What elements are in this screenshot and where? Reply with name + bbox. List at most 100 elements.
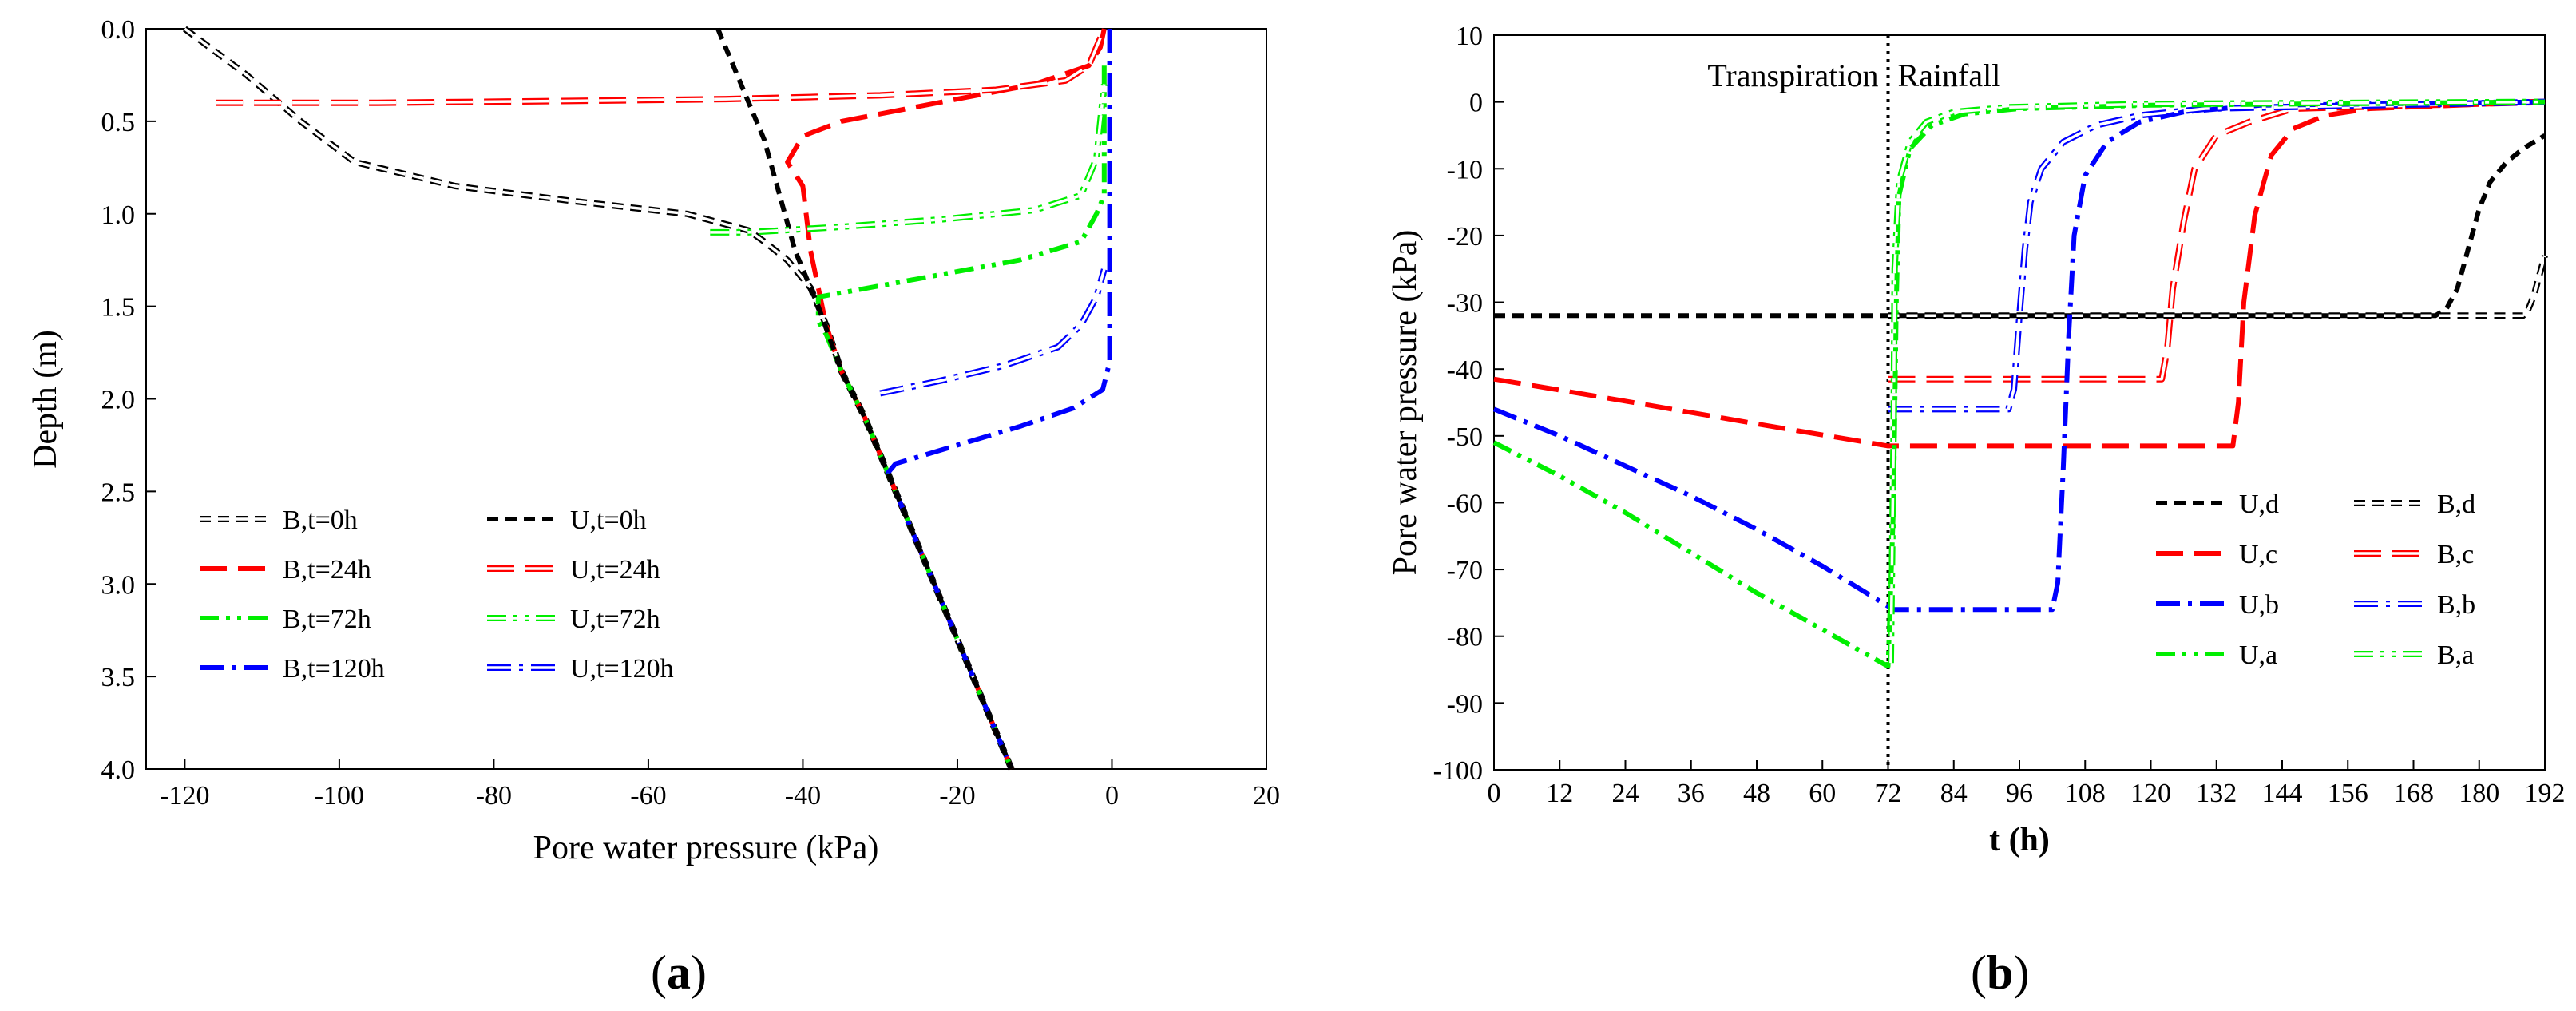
chart-b-series-4 [1492,99,2546,613]
chart-b-series-3 [1888,98,2546,383]
chart-b-series-line-core [1888,100,2546,381]
chart-a-legend-item: B,t=120h [200,654,385,684]
chart-a-series-6 [710,84,1108,236]
chart-b-panel-letter: b [1987,946,2013,999]
chart-b-ticks: 0 12 24 36 48 60 72 84 96 108 120 132 144 156 168 180 19… [1433,22,2566,808]
chart-b-plot-frame [1493,34,2546,771]
chart-a-x-tick-label: -120 [160,781,209,811]
chart-b-x-tick-label: 156 [2328,779,2368,808]
chart-a-series-3 [885,29,1112,771]
chart-b-series-line [1494,133,2546,319]
chart-b-y-tick-label: 0 [1469,89,1483,118]
chart-a-legend-label: B,t=0h [283,506,358,535]
chart-a-y-tick-label: 1.5 [101,293,136,323]
chart-b-y-tick-label: -60 [1447,489,1483,518]
chart-b-series-1 [1888,254,2548,319]
chart-b-y-tick-label: -30 [1447,289,1483,319]
chart-a-x-tick-label: 0 [1105,781,1119,811]
chart-b: 0 12 24 36 48 60 72 84 96 108 120 132 144 156 168 180 19… [1387,22,2566,999]
chart-b-legend-item: U,b [2156,590,2279,620]
chart-a-y-tick-label: 3.0 [101,570,136,600]
chart-b-legend-label: B,d [2437,490,2475,519]
chart-b-series-5 [1888,98,2546,413]
chart-a-legend-label: U,t=72h [570,605,660,634]
chart-b-legend-item: B,c [2354,540,2474,569]
chart-a-x-tick-label: -60 [630,781,666,811]
chart-b-y-axis-label: Pore water pressure (kPa) [1387,230,1424,576]
chart-b-legend-item: U,d [2156,490,2279,519]
chart-b-y-tick-label: -70 [1447,556,1483,585]
chart-b-legend-item: B,b [2354,590,2475,620]
chart-b-legend-label: U,a [2239,640,2277,670]
chart-a-series-line-core [216,28,1106,105]
chart-b-series-line [1888,98,2546,383]
chart-b-x-tick-label: 132 [2196,779,2237,808]
chart-b-x-tick-label: 84 [1940,779,1968,808]
chart-a-x-axis-label: Pore water pressure (kPa) [533,830,879,866]
chart-a-legend-label: B,t=72h [283,605,371,634]
chart-a-legend-item: B,t=24h [200,555,371,585]
chart-b-legend-label: B,a [2437,640,2474,670]
chart-b-legend-item: B,d [2354,490,2475,519]
chart-b-legend-item: U,a [2156,640,2277,670]
chart-a-legend-label: U,t=24h [570,555,660,585]
chart-b-series-line [1492,99,2546,613]
chart-a-y-axis-label: Depth (m) [27,330,64,469]
chart-a-x-tick-label: -100 [315,781,364,811]
chart-b-x-tick-label: 0 [1488,779,1501,808]
chart-b-y-tick-label: -100 [1433,756,1483,786]
chart-b-legend-item: B,a [2354,640,2474,670]
chart-b-series-line-core [1889,100,2546,664]
chart-a-series-1 [785,28,1107,771]
chart-a-series-line [885,29,1112,771]
chart-b-y-tick-label: -50 [1447,422,1483,452]
chart-b-y-tick-label: 10 [1456,22,1483,51]
chart-b-legend-label: U,d [2239,490,2279,519]
chart-b-legend: U,d B,d U,c B,c U,b B,b U,a B,a [2156,490,2475,670]
chart-b-panel-label: (b) [1971,946,2029,999]
chart-b-series-line [1888,98,2546,413]
chart-a-legend: B,t=0h B,t=24h B,t=72h B,t=120h U,t=0h U,t=24… [200,506,674,684]
chart-a-series-line [815,65,1107,771]
chart-a-series-line-core [879,268,1106,395]
chart-b-y-tick-label: -40 [1447,355,1483,385]
chart-a-legend-item: U,t=120h [487,654,674,684]
chart-b-series-line-core [1888,100,2546,411]
chart-a-legend-label: U,t=120h [570,654,674,684]
chart-b-annotation-transpiration: Transpiration [1707,57,1878,93]
chart-b-x-tick-label: 60 [1809,779,1836,808]
chart-a-y-tick-label: 1.0 [101,200,136,230]
chart-a-series-line [715,27,1014,771]
chart-b-y-tick-label: -10 [1447,155,1483,184]
chart-b-series-line-core [1888,255,2546,318]
chart-b-x-tick-label: 12 [1546,779,1573,808]
chart-a-legend-label: B,t=24h [283,555,371,585]
chart-a-series [183,26,1112,771]
chart-a-series-line [785,28,1107,771]
chart-b-x-tick-label: 48 [1743,779,1770,808]
chart-b-x-tick-label: 108 [2065,779,2106,808]
chart-a-x-tick-label: 20 [1253,781,1280,811]
chart-b-legend-label: B,c [2437,540,2474,569]
chart-b-y-tick-label: -80 [1447,623,1483,652]
chart-a-x-tick-label: -40 [785,781,821,811]
chart-a-series-4 [715,27,1014,771]
chart-b-x-tick-label: 168 [2393,779,2434,808]
chart-b-legend-label: B,b [2437,590,2475,620]
chart-b-series-7 [1887,98,2546,664]
chart-b-series-line [1493,99,2546,449]
chart-a-ticks: -120 -100 -80 -60 -40 -20 0 20 0.0 0.5 1.0 1.5 2.0 2.… [101,15,1281,811]
chart-b-series-line [1887,98,2546,664]
chart-a-x-tick-label: -80 [476,781,512,811]
chart-a-x-tick-label: -20 [939,781,975,811]
chart-b-series [1492,98,2548,669]
chart-b-y-tick-label: -20 [1447,222,1483,252]
chart-b-x-tick-label: 120 [2130,779,2171,808]
chart-a-y-tick-label: 3.5 [101,663,136,692]
chart-a-y-tick-label: 2.0 [101,386,136,415]
chart-b-series-2 [1493,99,2546,449]
chart-a-legend-item: U,t=72h [487,605,660,634]
chart-a-panel-letter: a [667,946,691,999]
chart-b-series-0 [1494,133,2546,319]
